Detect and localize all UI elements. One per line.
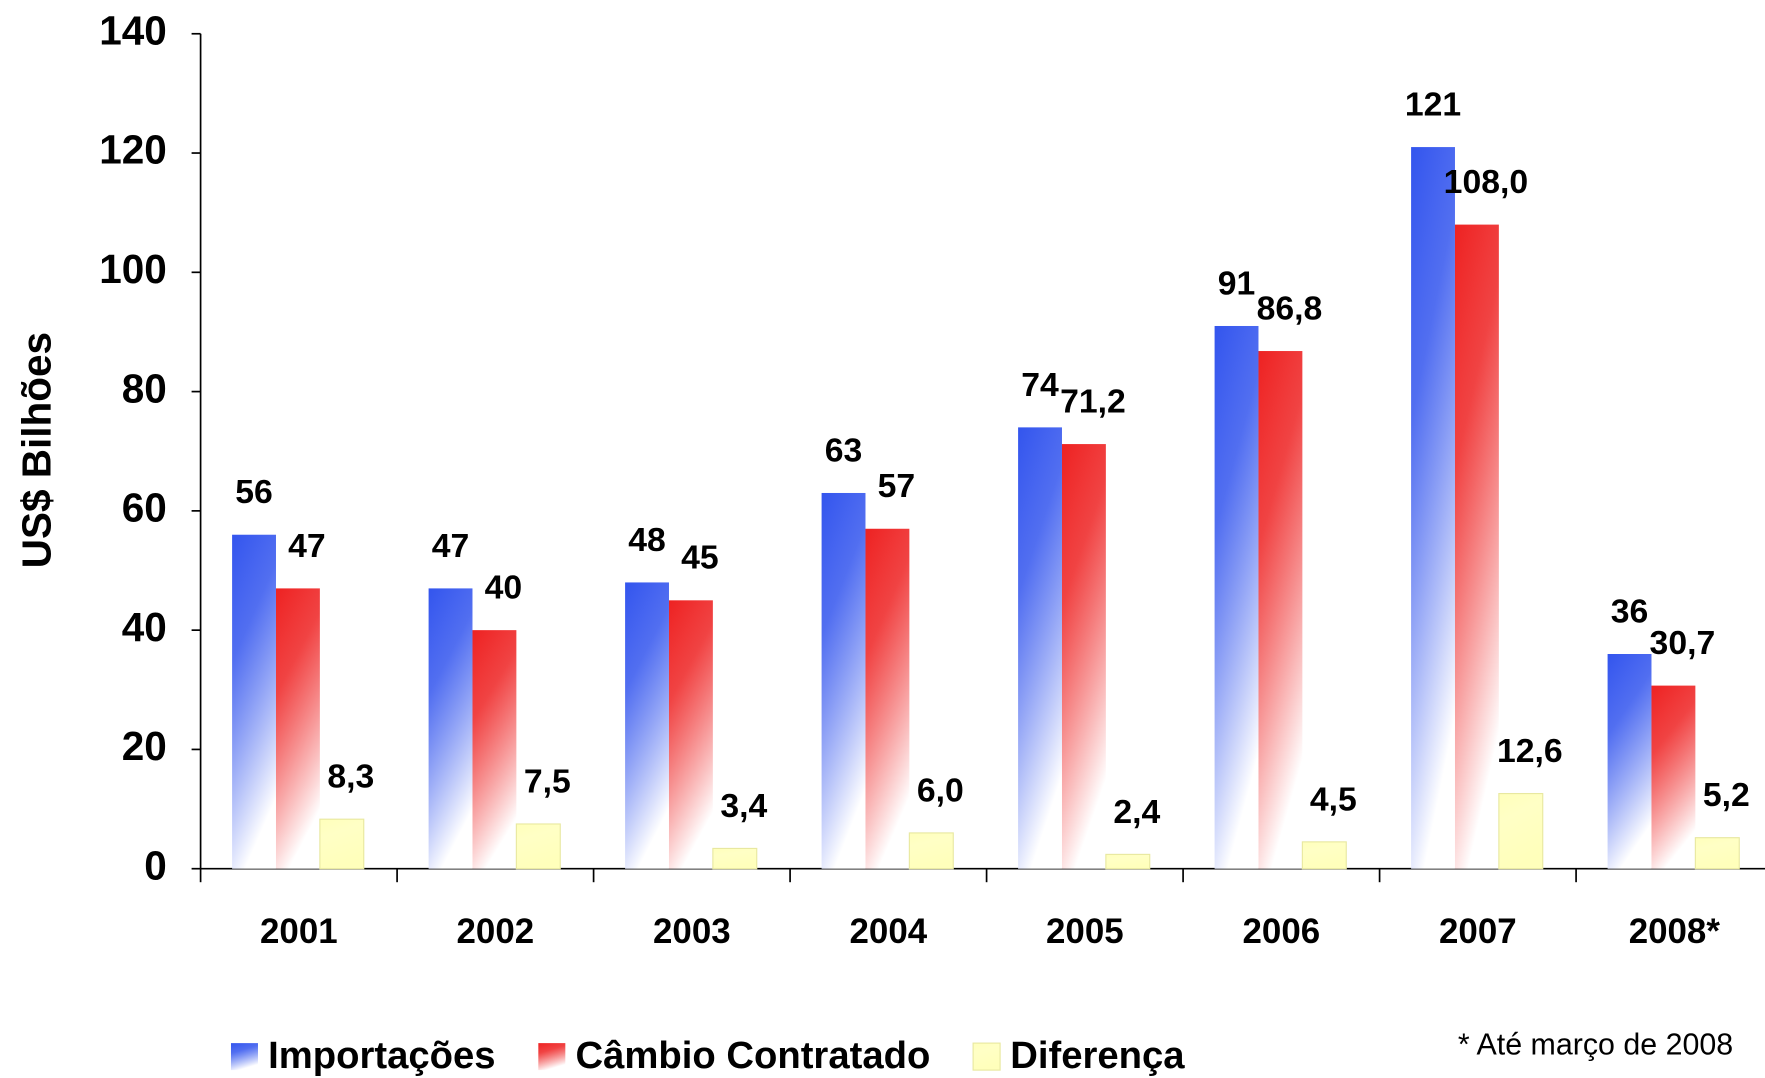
data-label: 40 <box>485 569 523 607</box>
data-label: 12,6 <box>1497 732 1563 770</box>
bar <box>1651 685 1696 869</box>
data-label: 48 <box>628 521 666 559</box>
bar <box>908 832 954 870</box>
legend-swatch <box>972 1042 1001 1071</box>
bar <box>712 847 758 870</box>
y-tick-label: 0 <box>144 842 167 888</box>
data-label: 91 <box>1218 264 1256 302</box>
y-tick-label: 120 <box>99 127 167 173</box>
x-tick-label: 2008* <box>1629 912 1721 951</box>
y-axis-label: US$ Bilhões <box>13 332 59 568</box>
data-label: 36 <box>1611 592 1649 630</box>
data-label: 47 <box>432 527 470 565</box>
footnote: * Até março de 2008 <box>1458 1028 1733 1062</box>
data-label: 86,8 <box>1257 289 1323 327</box>
bar <box>1498 792 1544 870</box>
bar <box>625 582 669 869</box>
bar <box>1214 325 1259 869</box>
x-tick-label: 2005 <box>1046 912 1124 951</box>
data-label: 108,0 <box>1444 163 1528 201</box>
x-tick-label: 2007 <box>1439 912 1517 951</box>
x-tick-label: 2002 <box>457 912 535 951</box>
y-tick-label: 140 <box>99 7 167 53</box>
bar <box>668 600 713 869</box>
bar <box>1018 427 1062 869</box>
data-label: 7,5 <box>524 762 571 800</box>
bar <box>865 528 910 869</box>
y-tick-label: 20 <box>122 723 167 769</box>
y-tick-label: 100 <box>99 246 167 292</box>
bar <box>1454 224 1499 869</box>
data-label: 74 <box>1021 366 1059 404</box>
data-label: 6,0 <box>917 771 964 809</box>
data-label: 5,2 <box>1703 776 1750 814</box>
bar <box>319 818 365 870</box>
data-label: 45 <box>681 539 719 577</box>
bar <box>1258 351 1303 869</box>
bar <box>472 630 517 869</box>
bar <box>275 588 320 869</box>
bar <box>1607 654 1652 869</box>
x-tick-label: 2006 <box>1243 912 1321 951</box>
data-label: 63 <box>825 431 863 469</box>
bar <box>1301 841 1347 870</box>
bar <box>1105 853 1151 870</box>
data-label: 30,7 <box>1650 624 1716 662</box>
bar <box>821 492 866 869</box>
data-label: 4,5 <box>1310 780 1357 818</box>
y-tick-label: 40 <box>122 604 167 650</box>
data-label: 121 <box>1405 85 1461 123</box>
legend-swatch <box>230 1043 258 1071</box>
bar <box>515 823 561 870</box>
bar <box>1694 837 1740 870</box>
legend-label: Câmbio Contratado <box>575 1034 930 1077</box>
bar <box>1411 147 1455 869</box>
bar <box>428 588 473 869</box>
x-tick-label: 2004 <box>850 912 928 951</box>
data-label: 56 <box>235 473 273 511</box>
data-label: 57 <box>878 467 916 505</box>
legend-label: Importações <box>268 1034 495 1077</box>
bar <box>232 534 276 869</box>
bar <box>1061 444 1106 869</box>
data-label: 8,3 <box>327 758 374 796</box>
legend-swatch <box>538 1043 566 1071</box>
y-tick-label: 60 <box>122 485 167 531</box>
data-label: 2,4 <box>1113 793 1160 831</box>
legend-label: Diferença <box>1010 1034 1185 1077</box>
data-label: 47 <box>288 527 326 565</box>
data-label: 71,2 <box>1060 382 1126 420</box>
data-label: 3,4 <box>720 787 767 825</box>
x-tick-label: 2001 <box>260 912 338 951</box>
x-tick-label: 2003 <box>653 912 731 951</box>
y-tick-label: 80 <box>122 365 167 411</box>
